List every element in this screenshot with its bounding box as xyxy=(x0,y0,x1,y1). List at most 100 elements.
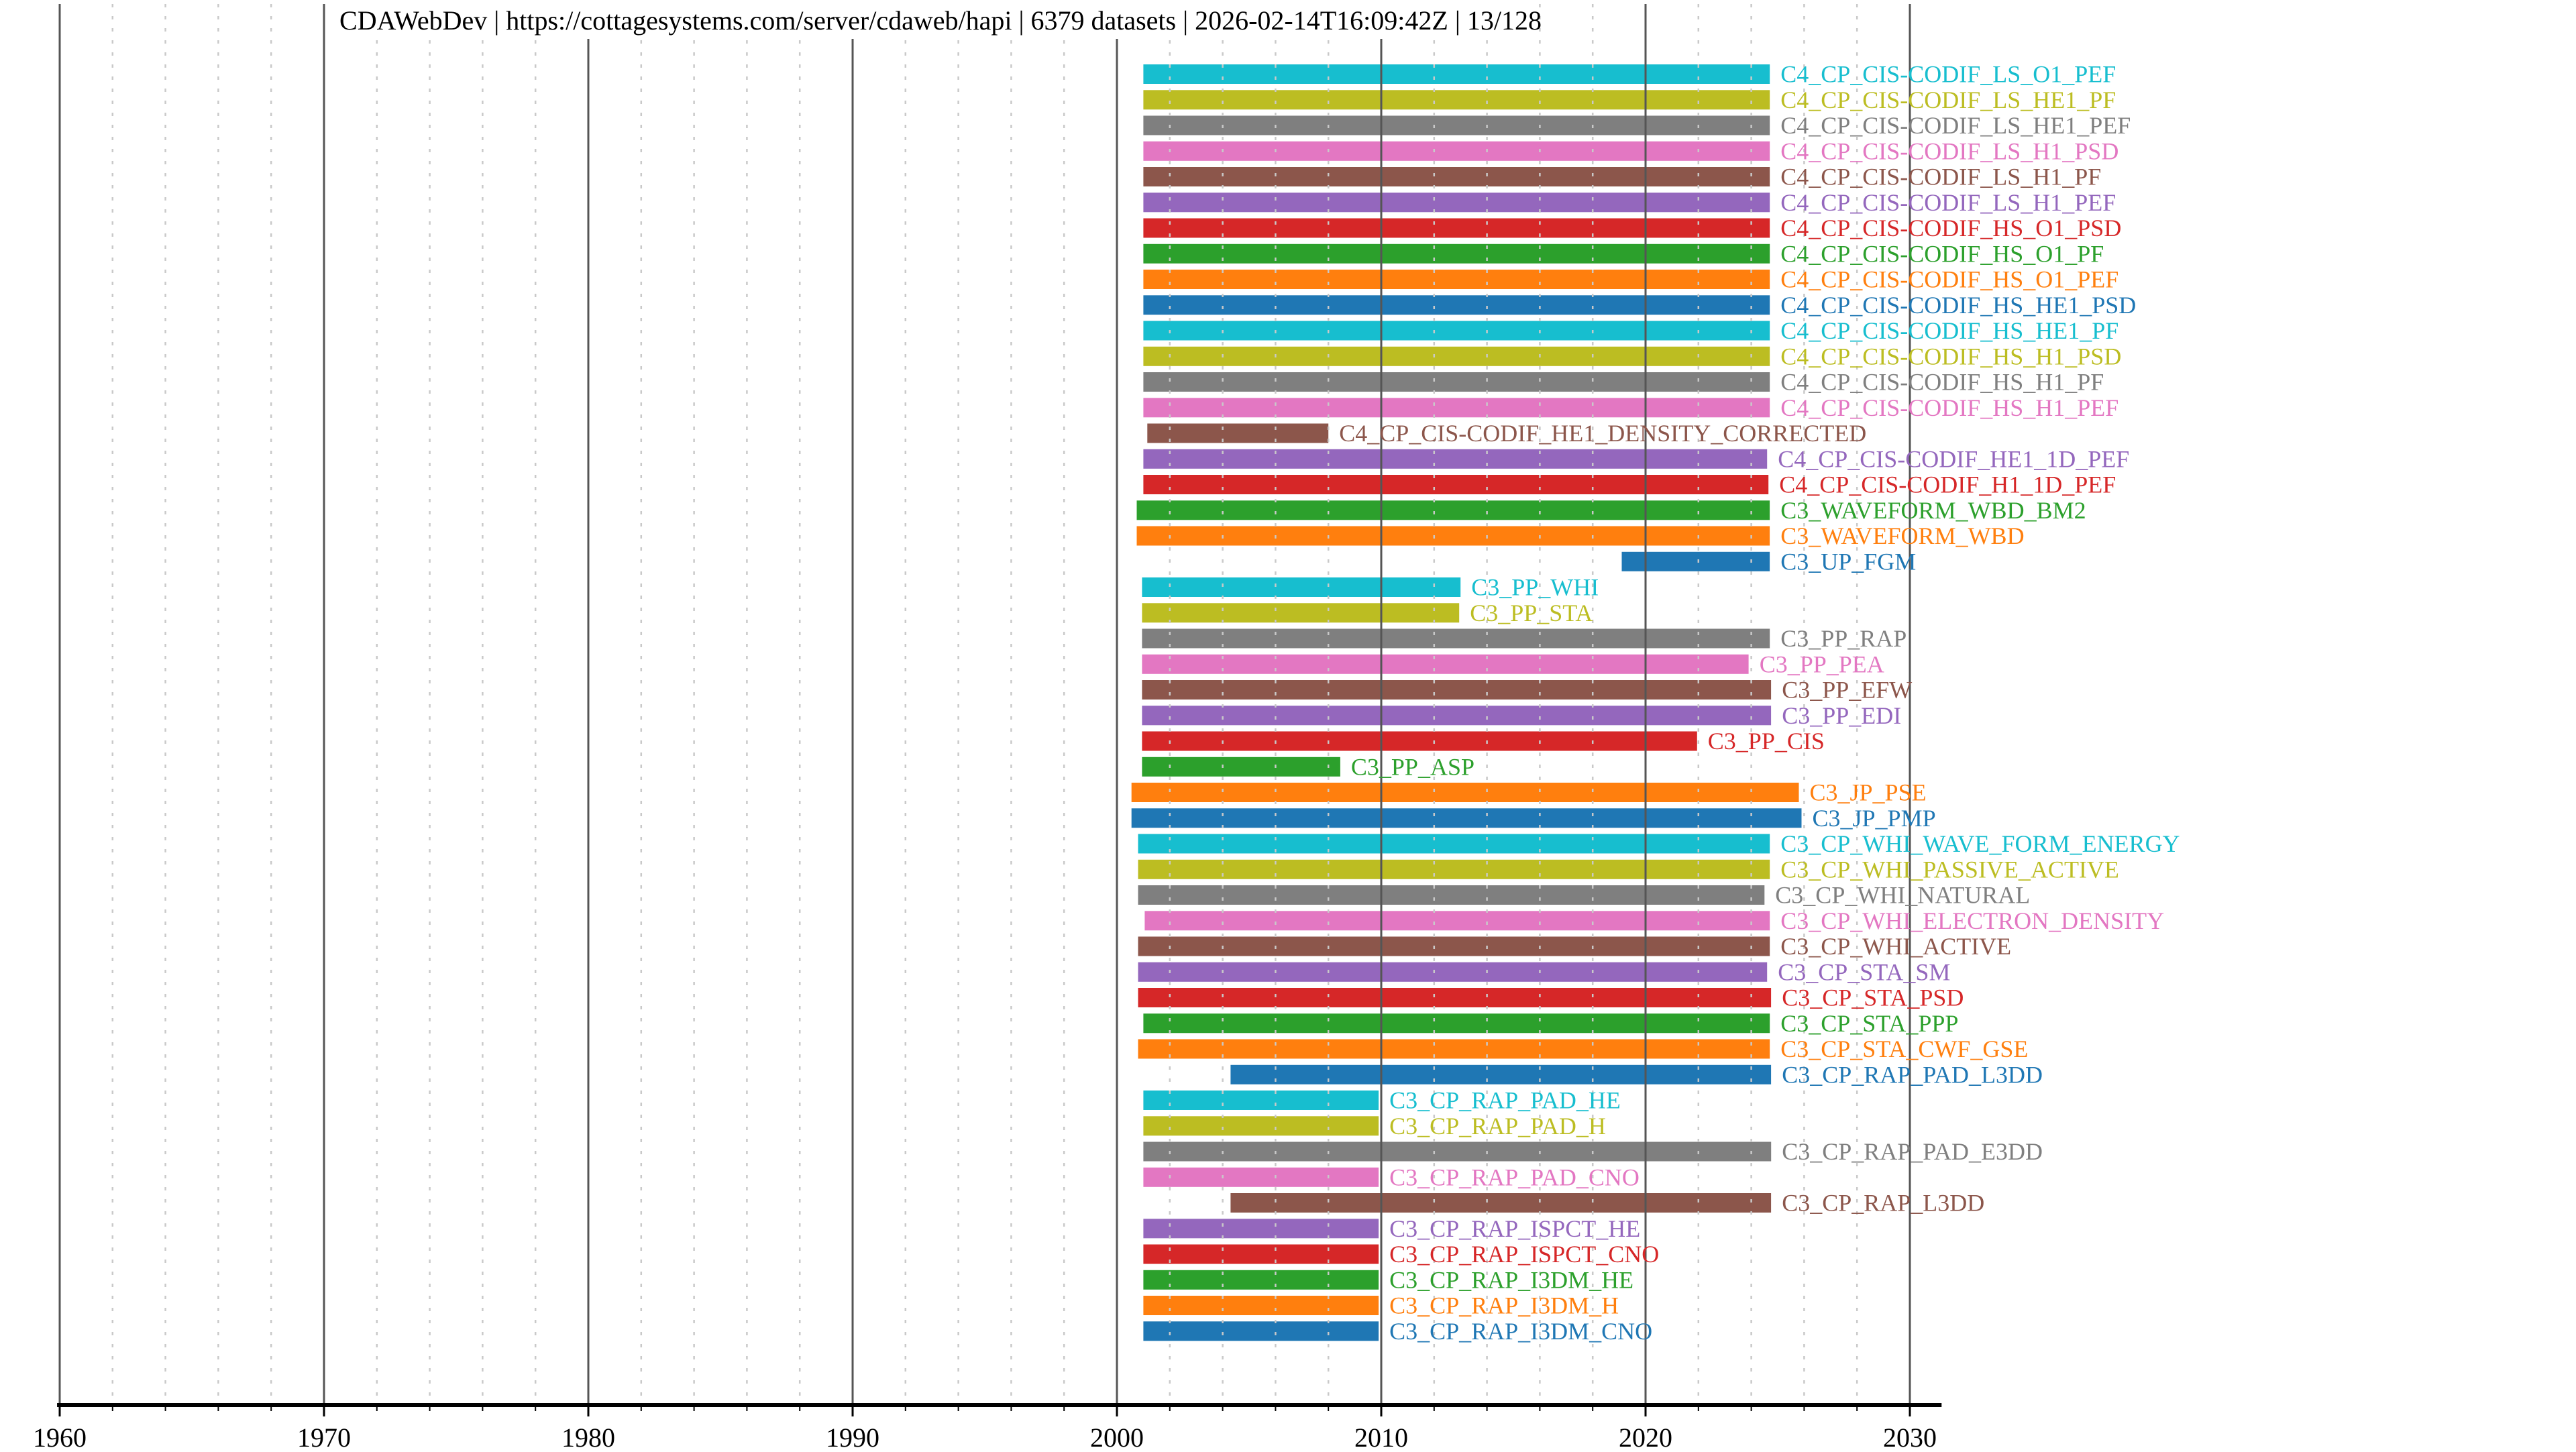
year-tick-label: 1970 xyxy=(297,1422,351,1449)
dataset-label: C3_JP_PMP xyxy=(1813,805,1936,832)
dataset-label: C4_CP_CIS-CODIF_HE1_1D_PEF xyxy=(1778,445,2129,472)
dataset-bar xyxy=(1142,654,1749,674)
dataset-label: C3_PP_PEA xyxy=(1760,651,1884,677)
dataset-bar xyxy=(1136,500,1770,520)
dataset-label: C3_CP_STA_PPP xyxy=(1780,1010,1958,1037)
dataset-bar xyxy=(1143,372,1770,392)
dataset-bar xyxy=(1138,859,1770,879)
dataset-bar xyxy=(1143,115,1770,135)
dataset-bar xyxy=(1143,1219,1379,1239)
dataset-bar xyxy=(1143,218,1770,238)
dataset-bar xyxy=(1143,270,1770,289)
dataset-bar xyxy=(1131,808,1802,828)
dataset-label: C3_CP_RAP_ISPCT_HE xyxy=(1389,1215,1640,1242)
dataset-bar xyxy=(1142,680,1772,700)
dataset-label: C3_CP_RAP_ISPCT_CNO xyxy=(1389,1241,1659,1268)
year-tick-label: 2010 xyxy=(1354,1422,1408,1449)
dataset-bar xyxy=(1230,1193,1772,1213)
dataset-bar xyxy=(1142,731,1697,751)
dataset-label: C3_CP_RAP_PAD_HE xyxy=(1389,1087,1621,1114)
dataset-bar xyxy=(1138,834,1770,854)
dataset-bar xyxy=(1143,346,1770,366)
dataset-label: C4_CP_CIS-CODIF_H1_1D_PEF xyxy=(1779,471,2116,498)
decade-gridlines-layer xyxy=(58,4,1911,1405)
dataset-bar xyxy=(1143,141,1770,161)
year-tick-label: 2030 xyxy=(1883,1422,1937,1449)
dataset-label: C4_CP_CIS-CODIF_LS_O1_PEF xyxy=(1780,61,2116,88)
dataset-label: C3_PP_EFW xyxy=(1782,677,1912,704)
dataset-bar xyxy=(1143,475,1769,494)
dataset-label: C3_CP_RAP_PAD_E3DD xyxy=(1782,1138,2043,1165)
dataset-label: C3_CP_WHI_ELECTRON_DENSITY xyxy=(1780,907,2164,934)
dataset-bar xyxy=(1143,1013,1770,1034)
dataset-label: C3_PP_ASP xyxy=(1351,753,1474,780)
dataset-label: C4_CP_CIS-CODIF_HS_O1_PSD xyxy=(1780,215,2121,241)
dataset-label: C4_CP_CIS-CODIF_HS_O1_PF xyxy=(1780,240,2104,267)
dataset-label: C3_CP_RAP_L3DD xyxy=(1782,1190,1984,1217)
dataset-bar xyxy=(1142,577,1461,597)
dataset-label: C3_PP_STA xyxy=(1470,600,1593,626)
dataset-bar xyxy=(1143,449,1768,469)
dataset-label: C4_CP_CIS-CODIF_LS_H1_PEF xyxy=(1780,189,2116,216)
chart-title: CDAWebDev | https://cottagesystems.com/s… xyxy=(339,5,1542,36)
dataset-label: C4_CP_CIS-CODIF_HS_H1_PSD xyxy=(1780,343,2121,370)
dataset-bar xyxy=(1143,321,1770,341)
dataset-label: C3_CP_STA_CWF_GSE xyxy=(1780,1036,2028,1062)
dataset-label: C4_CP_CIS-CODIF_LS_H1_PSD xyxy=(1780,137,2118,164)
dataset-label: C3_PP_CIS xyxy=(1708,728,1825,755)
dataset-label: C4_CP_CIS-CODIF_HE1_DENSITY_CORRECTED xyxy=(1339,420,1866,447)
dataset-bar xyxy=(1143,1270,1379,1290)
dataset-label: C4_CP_CIS-CODIF_HS_O1_PEF xyxy=(1780,266,2118,293)
dataset-label: C3_CP_RAP_I3DM_H xyxy=(1389,1292,1619,1319)
dataset-bar xyxy=(1143,90,1770,110)
dataset-bar xyxy=(1143,1167,1379,1187)
dataset-bar xyxy=(1143,1141,1772,1162)
dataset-label: C3_CP_WHI_NATURAL xyxy=(1775,882,2030,909)
dataset-label: C3_CP_RAP_I3DM_HE xyxy=(1389,1266,1633,1293)
dataset-label: C4_CP_CIS-CODIF_HS_H1_PF xyxy=(1780,369,2104,396)
dataset-label: C4_CP_CIS-CODIF_HS_H1_PEF xyxy=(1780,394,2118,421)
dataset-label: C4_CP_CIS-CODIF_HS_HE1_PSD xyxy=(1780,292,2136,319)
dataset-label: C3_CP_WHI_WAVE_FORM_ENERGY xyxy=(1780,830,2180,857)
dataset-bars-layer xyxy=(1131,64,1802,1341)
dataset-bar xyxy=(1147,423,1329,443)
dataset-label: C3_PP_EDI xyxy=(1782,702,1901,729)
dataset-bar xyxy=(1143,398,1770,418)
dataset-bar xyxy=(1142,706,1772,726)
dataset-bar xyxy=(1142,628,1770,649)
dataset-bar xyxy=(1143,1091,1379,1110)
dataset-bar xyxy=(1144,911,1770,931)
dataset-label: C3_CP_RAP_PAD_L3DD xyxy=(1782,1061,2043,1088)
dataset-bar xyxy=(1138,1039,1770,1059)
dataset-label: C3_WAVEFORM_WBD_BM2 xyxy=(1780,497,2086,524)
minor-gridlines-layer xyxy=(111,4,1858,1405)
dataset-bar xyxy=(1230,1064,1772,1084)
dataset-label: C4_CP_CIS-CODIF_LS_H1_PF xyxy=(1780,164,2101,190)
dataset-bar xyxy=(1143,167,1770,186)
dataset-bar xyxy=(1138,936,1770,956)
dataset-bar xyxy=(1143,1244,1379,1264)
year-tick-label: 1990 xyxy=(826,1422,879,1449)
year-tick-label: 1980 xyxy=(561,1422,615,1449)
dataset-bar xyxy=(1143,1116,1379,1136)
year-tick-label: 1960 xyxy=(33,1422,87,1449)
dataset-label: C4_CP_CIS-CODIF_HS_HE1_PF xyxy=(1780,317,2118,344)
dataset-bar xyxy=(1142,603,1460,623)
dataset-bar xyxy=(1143,192,1770,213)
year-tick-label: 2000 xyxy=(1090,1422,1144,1449)
dataset-bar xyxy=(1143,1321,1379,1341)
dataset-label: C3_CP_STA_SM xyxy=(1778,958,1950,985)
dataset-label: C4_CP_CIS-CODIF_LS_HE1_PEF xyxy=(1780,112,2131,139)
x-axis-layer xyxy=(57,1403,1942,1416)
dataset-bar xyxy=(1143,243,1770,264)
dataset-label: C3_PP_WHI xyxy=(1471,574,1599,601)
dataset-bar xyxy=(1143,1296,1379,1315)
dataset-bar xyxy=(1143,295,1770,315)
year-labels-layer: 1960 1970 1980 1990 2000 2010 2020 2030 xyxy=(33,1422,1937,1452)
dataset-bar xyxy=(1621,551,1770,571)
dataset-label: C3_CP_RAP_PAD_H xyxy=(1389,1113,1606,1139)
dataset-bar xyxy=(1138,988,1772,1007)
dataset-label: C3_JP_PSE xyxy=(1810,779,1927,806)
